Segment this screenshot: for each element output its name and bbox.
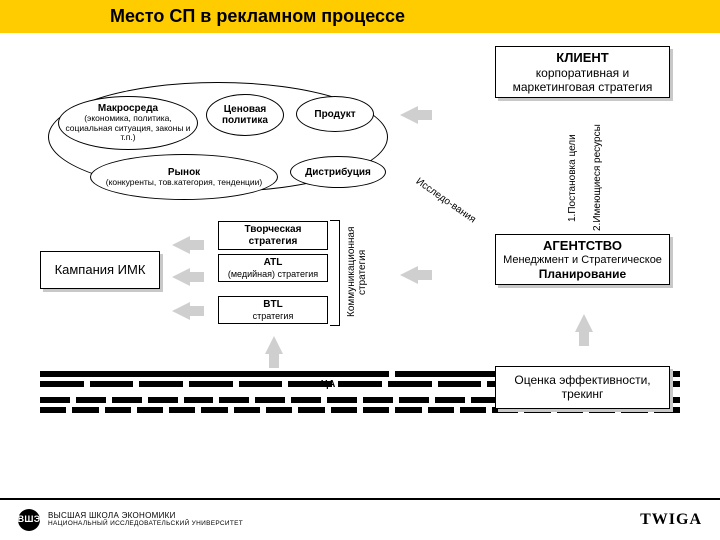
hse-logo-icon: ВШЭ xyxy=(18,509,40,531)
col2-label: 2.Имеющиеся ресурсы xyxy=(592,118,603,238)
arrow-agency-to-strat xyxy=(400,266,418,284)
hse-brand: ВШЭ ВЫСШАЯ ШКОЛА ЭКОНОМИКИ НАЦИОНАЛЬНЫЙ … xyxy=(18,509,243,531)
col1-label: 1.Постановка цели xyxy=(567,118,578,238)
ca-label: ← ЦА xyxy=(308,379,335,390)
macro-body: (экономика, политика, социальная ситуаци… xyxy=(65,114,191,142)
diagram-stage: КЛИЕНТ корпоративная и маркетинговая стр… xyxy=(0,36,720,498)
comm-label: Коммуникационная стратегия xyxy=(346,216,368,328)
btl-body: стратегия xyxy=(222,311,324,321)
ca-text: ЦА xyxy=(321,379,336,390)
arrow-eval-up xyxy=(575,314,593,332)
agency-body1: Менеджмент и Стратегическое xyxy=(500,254,665,267)
atl-body: (медийная) стратегия xyxy=(222,269,324,279)
product-ellipse: Продукт xyxy=(296,96,374,132)
product-head: Продукт xyxy=(314,109,355,120)
imc-text: Кампания ИМК xyxy=(55,262,146,277)
distribution-ellipse: Дистрибуция xyxy=(290,156,386,188)
btl-box: BTL стратегия xyxy=(218,296,328,324)
btl-head: BTL xyxy=(222,299,324,311)
atl-box: ATL (медийная) стратегия xyxy=(218,254,328,282)
market-ellipse: Рынок (конкуренты, тов.категория, тенден… xyxy=(90,154,278,200)
agency-body2: Планирование xyxy=(500,267,665,281)
pricing-ellipse: Ценовая политика xyxy=(206,94,284,136)
atl-head: ATL xyxy=(222,257,324,269)
hse-line2: НАЦИОНАЛЬНЫЙ ИССЛЕДОВАТЕЛЬСКИЙ УНИВЕРСИТ… xyxy=(48,521,243,528)
twiga-logo: TWIGA xyxy=(640,511,702,529)
arrow-creative-imc xyxy=(172,236,190,254)
imc-box: Кампания ИМК xyxy=(40,251,160,289)
creative-box: Творческая стратегия xyxy=(218,221,328,250)
client-head: КЛИЕНТ xyxy=(500,50,665,66)
research-label: Исследо-вания xyxy=(414,176,478,225)
client-body: корпоративная и маркетинговая стратегия xyxy=(500,66,665,95)
arrow-client-to-env xyxy=(400,106,418,124)
market-body: (конкуренты, тов.категория, тенденции) xyxy=(106,178,263,187)
pricing-head: Ценовая политика xyxy=(213,104,277,126)
client-box: КЛИЕНТ корпоративная и маркетинговая стр… xyxy=(495,46,670,98)
agency-box: АГЕНТСТВО Менеджмент и Стратегическое Пл… xyxy=(495,234,670,285)
agency-head: АГЕНТСТВО xyxy=(500,238,665,254)
comm-bracket xyxy=(330,220,340,326)
eval-text: Оценка эффективности, трекинг xyxy=(514,373,650,401)
creative-head: Творческая стратегия xyxy=(222,224,324,247)
macro-ellipse: Макросреда (экономика, политика, социаль… xyxy=(58,96,198,150)
arrow-atl-imc xyxy=(172,268,190,286)
footer: ВШЭ ВЫСШАЯ ШКОЛА ЭКОНОМИКИ НАЦИОНАЛЬНЫЙ … xyxy=(0,498,720,540)
distribution-head: Дистрибуция xyxy=(305,167,371,178)
arrow-btl-imc xyxy=(172,302,190,320)
slide-title: Место СП в рекламном процессе xyxy=(0,0,720,33)
arrow-bars-up xyxy=(265,336,283,354)
eval-box: Оценка эффективности, трекинг xyxy=(495,366,670,409)
